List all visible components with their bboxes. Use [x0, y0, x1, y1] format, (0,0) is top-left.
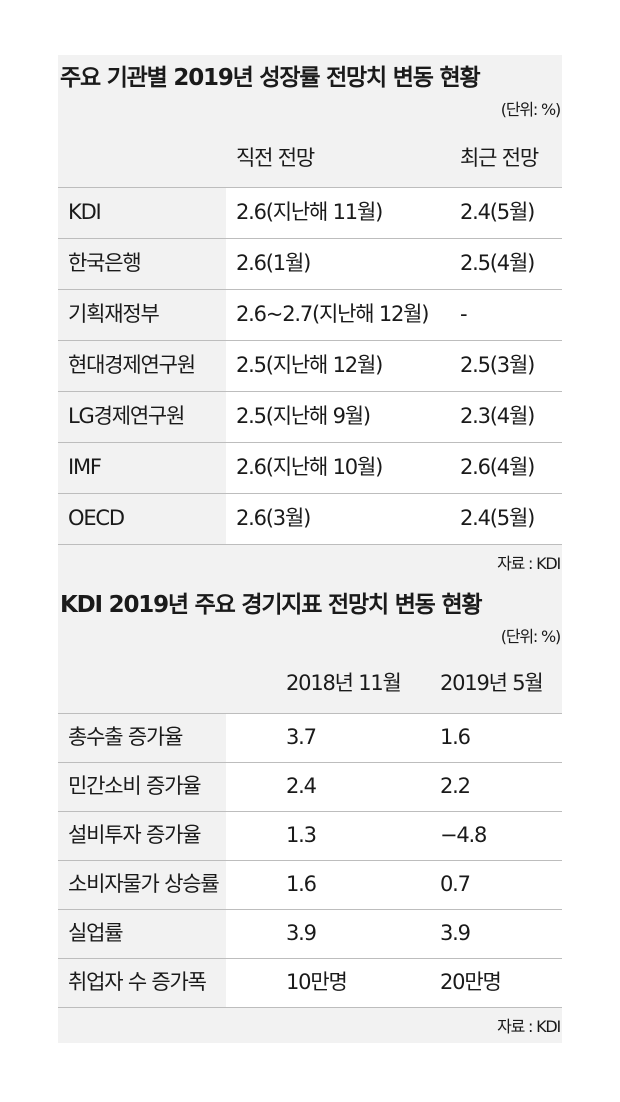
row-line [58, 391, 562, 392]
value-cell: 1.6 [286, 871, 317, 896]
value-cell: 3.9 [440, 920, 471, 945]
value-cell: 2.6(지난해 11월) [236, 199, 383, 224]
value-cell: 2.6~2.7(지난해 12월) [236, 301, 429, 326]
value-cell-bg [226, 494, 562, 544]
value-cell-bg [226, 341, 562, 391]
unit-label: (단위: %) [500, 627, 561, 646]
value-cell-bg [226, 188, 562, 238]
row-label: LG경제연구원 [68, 403, 185, 428]
value-cell-bg [226, 910, 562, 958]
value-cell-bg [226, 392, 562, 442]
header-line [58, 713, 562, 714]
row-line [58, 493, 562, 494]
value-cell-bg [226, 290, 562, 340]
value-cell: 1.6 [440, 724, 471, 749]
value-cell: 3.9 [286, 920, 317, 945]
row-label: 현대경제연구원 [68, 352, 196, 377]
value-cell: 2.4(5월) [460, 505, 535, 530]
value-cell: 1.3 [286, 822, 317, 847]
value-cell: 2.4(5월) [460, 199, 535, 224]
row-label: 한국은행 [68, 250, 142, 275]
header-line [58, 187, 562, 188]
value-cell: 2.6(3월) [236, 505, 311, 530]
value-cell: 0.7 [440, 871, 471, 896]
column-header: 최근 전망 [460, 146, 539, 170]
value-cell: - [460, 301, 468, 326]
table-title: KDI 2019년 주요 경기지표 전망치 변동 현황 [60, 592, 483, 618]
row-line [58, 442, 562, 443]
value-cell-bg [226, 239, 562, 289]
row-line [58, 238, 562, 239]
value-cell: 20만명 [440, 969, 502, 994]
row-label: 소비자물가 상승률 [68, 871, 220, 896]
value-cell: 2.6(4월) [460, 454, 535, 479]
value-cell: 2.5(지난해 12월) [236, 352, 383, 377]
value-cell: 2.6(1월) [236, 250, 311, 275]
value-cell: 2.3(4월) [460, 403, 535, 428]
row-label: 설비투자 증가율 [68, 822, 202, 847]
row-line [58, 289, 562, 290]
value-cell: 3.7 [286, 724, 317, 749]
value-cell: 2.5(3월) [460, 352, 535, 377]
row-line [58, 958, 562, 959]
unit-label: (단위: %) [500, 100, 561, 119]
value-cell-bg [226, 443, 562, 493]
row-label: OECD [68, 505, 125, 530]
row-line [58, 762, 562, 763]
value-cell: 2.5(지난해 9월) [236, 403, 371, 428]
value-cell: 2.5(4월) [460, 250, 535, 275]
value-cell: −4.8 [440, 822, 487, 847]
row-label: 취업자 수 증가폭 [68, 969, 207, 994]
row-label: 실업률 [68, 920, 124, 945]
row-line [58, 909, 562, 910]
value-cell: 10만명 [286, 969, 348, 994]
row-line [58, 544, 562, 545]
table-title: 주요 기관별 2019년 성장률 전망치 변동 현황 [60, 65, 481, 91]
row-label: IMF [68, 454, 102, 479]
value-cell: 2.4 [286, 773, 317, 798]
column-header: 2019년 5월 [440, 671, 544, 695]
row-label: 총수출 증가율 [68, 724, 183, 749]
row-label: KDI [68, 199, 102, 224]
value-cell: 2.6(지난해 10월) [236, 454, 383, 479]
value-cell: 2.2 [440, 773, 471, 798]
value-cell-bg [226, 714, 562, 762]
column-header: 2018년 11월 [286, 671, 402, 695]
source-label: 자료 : KDI [497, 1017, 561, 1036]
row-label: 기획재정부 [68, 301, 160, 326]
row-line [58, 1007, 562, 1008]
row-line [58, 340, 562, 341]
column-header: 직전 전망 [236, 146, 315, 170]
value-cell-bg [226, 763, 562, 811]
value-cell-bg [226, 861, 562, 909]
row-label: 민간소비 증가율 [68, 773, 202, 798]
source-label: 자료 : KDI [497, 554, 561, 573]
value-cell-bg [226, 959, 562, 1007]
value-cell-bg [226, 812, 562, 860]
row-line [58, 811, 562, 812]
row-line [58, 860, 562, 861]
